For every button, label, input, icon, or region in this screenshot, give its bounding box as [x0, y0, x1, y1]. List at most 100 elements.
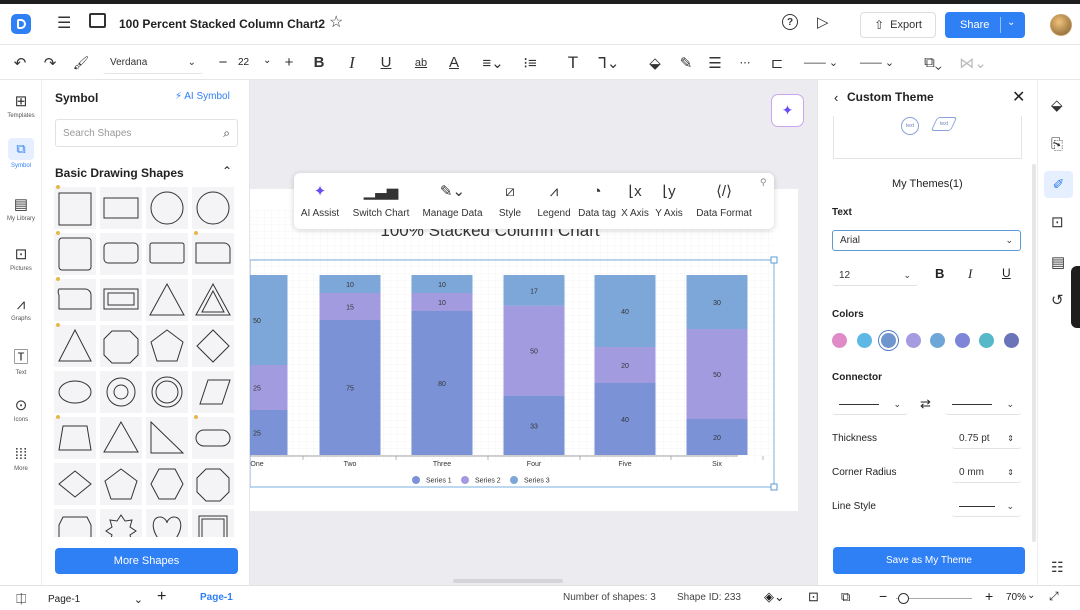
add-page-icon[interactable]: + [157, 588, 167, 605]
data-tag-button[interactable]: ◔ Data tag [578, 183, 616, 219]
save-theme-button[interactable]: Save as My Theme [833, 547, 1025, 574]
color-swatch[interactable] [1003, 333, 1019, 348]
rail-pictures[interactable]: ⊡ Pictures [0, 245, 42, 272]
underline-icon[interactable]: U [1002, 266, 1011, 280]
undo-icon[interactable]: ↶ [13, 54, 27, 72]
color-swatch[interactable] [881, 333, 896, 348]
zoom-out-icon[interactable]: − [879, 588, 888, 604]
style-button[interactable]: ⧄ Style [498, 183, 522, 219]
fill-bucket-icon[interactable]: ⬙ [1051, 97, 1063, 114]
search-icon[interactable]: ⌕ [223, 125, 230, 140]
panel-scrollbar[interactable] [1032, 164, 1036, 542]
manage-data-button[interactable]: ✎⌄ Manage Data [422, 183, 483, 219]
line-color-icon[interactable]: ✎ [679, 54, 693, 72]
share-button[interactable]: Share ⌄ [945, 12, 1025, 38]
connector-start-select[interactable]: ⌄ [832, 395, 908, 415]
chart-bar-segment[interactable] [250, 275, 288, 365]
chart-bar-segment[interactable] [594, 275, 656, 347]
thickness-stepper[interactable]: 0.75 pt ⇕ [952, 429, 1021, 449]
panel-collapse-handle[interactable] [1071, 266, 1080, 328]
app-logo[interactable] [11, 14, 31, 34]
legend-label[interactable]: Series 3 [524, 478, 550, 485]
rail-my-library[interactable]: ▤ My Library [0, 195, 42, 222]
bold-icon[interactable]: B [935, 266, 945, 281]
chart-bar-segment[interactable] [503, 395, 565, 455]
chart-bar-segment[interactable] [411, 293, 473, 311]
chart-bar-segment[interactable] [594, 347, 656, 383]
rail-text[interactable]: 🅃 Text [0, 346, 42, 376]
user-avatar[interactable] [1050, 14, 1072, 36]
canvas[interactable]: ✦ 100% Stacked Column Chart 25 25 50 75 15 10… [250, 80, 817, 585]
collapse-icon[interactable]: ⌃ [222, 164, 233, 178]
align-icon[interactable]: ≡⌄ [482, 54, 504, 72]
menu-icon[interactable]: ☰ [57, 15, 72, 32]
page-panel-icon[interactable]: ⎅ [16, 591, 27, 606]
legend-label[interactable]: Series 2 [475, 478, 501, 485]
my-themes-label[interactable]: My Themes(1) [892, 178, 963, 190]
redo-icon[interactable]: ↷ [43, 54, 57, 72]
connector-tool-icon[interactable]: ⅂⌄ [598, 54, 620, 72]
layers-icon[interactable]: ◈⌄ [764, 589, 785, 604]
selection-handle[interactable] [770, 256, 778, 264]
rail-icons[interactable]: ⊙ Icons [0, 396, 42, 423]
page-tab-active[interactable]: Page-1 [200, 592, 233, 603]
document-title[interactable]: 100 Percent Stacked Column Chart2 [119, 17, 326, 31]
rail-templates[interactable]: ⊞ Templates [0, 92, 42, 119]
swap-icon[interactable]: ⇄ [920, 396, 931, 411]
font-size-value[interactable]: 22 [238, 57, 250, 68]
chevron-down-icon[interactable]: ⌄ [1007, 17, 1016, 28]
chevron-down-icon[interactable]: ⌄ [263, 55, 272, 66]
legend-button[interactable]: ⩘ Legend [537, 183, 571, 219]
rail-symbol[interactable]: ⧉ Symbol [0, 138, 42, 169]
chart-bar-segment[interactable] [250, 365, 288, 410]
theme-font-select[interactable]: Arial ⌄ [832, 230, 1021, 251]
chart-bar-segment[interactable] [594, 383, 656, 455]
color-swatch[interactable] [954, 333, 970, 348]
italic-icon[interactable]: I [349, 52, 355, 72]
increase-size-icon[interactable]: + [284, 54, 294, 71]
chart-bar-segment[interactable] [686, 275, 748, 329]
theme-size-select[interactable]: 12 ⌄ [832, 265, 918, 286]
flip-icon[interactable]: ⋈⌄ [959, 54, 987, 72]
book-icon[interactable]: ⧉ [841, 589, 851, 604]
chevron-down-icon[interactable]: ⌄ [1027, 590, 1036, 601]
ai-assist-floating-button[interactable]: ✦ [771, 94, 804, 127]
color-swatch[interactable] [856, 333, 872, 348]
connector-end-icon[interactable]: ⊏ [770, 54, 784, 72]
zoom-in-icon[interactable]: + [985, 588, 994, 604]
color-swatch[interactable] [930, 333, 945, 348]
pin-icon[interactable]: ⚲ [760, 177, 767, 187]
focus-icon[interactable]: ⊡ [808, 589, 819, 604]
line-start-select[interactable]: —— ⌄ [803, 57, 839, 69]
chart-bar-segment[interactable] [319, 293, 381, 320]
legend-label[interactable]: Series 1 [426, 478, 452, 485]
chart-bar-segment[interactable] [250, 410, 288, 455]
ai-assist-button[interactable]: ✦ AI Assist [300, 183, 340, 219]
theme-icon-active[interactable]: ✐ [1044, 171, 1073, 198]
color-swatch[interactable] [832, 333, 847, 348]
chart-svg[interactable]: 100% Stacked Column Chart 25255075151080… [250, 210, 780, 495]
horizontal-scrollbar[interactable] [453, 579, 563, 583]
fill-icon[interactable]: ⬙ [649, 54, 661, 72]
back-icon[interactable]: ‹ [834, 90, 839, 105]
rail-more[interactable]: ⁞⁞⁞ More [0, 446, 42, 472]
x-axis-button[interactable]: ⌊x X Axis [621, 183, 649, 219]
line-end-select[interactable]: —— ⌄ [859, 57, 895, 69]
selection-handle[interactable] [770, 483, 778, 491]
chart-bar-segment[interactable] [319, 320, 381, 455]
chart-bar-segment[interactable] [319, 275, 381, 293]
line-weight-icon[interactable]: ☰ [708, 54, 722, 72]
fullscreen-icon[interactable]: ⤢ [1049, 589, 1059, 603]
font-color-icon[interactable]: A [448, 54, 459, 71]
italic-icon[interactable]: I [968, 266, 973, 281]
connector-end-select[interactable]: ⌄ [945, 395, 1021, 415]
strikethrough-icon[interactable]: ab [414, 56, 428, 69]
chart-bar-segment[interactable] [411, 311, 473, 455]
corner-radius-stepper[interactable]: 0 mm ⇕ [952, 463, 1021, 483]
text-tool-icon[interactable]: T [567, 52, 579, 72]
color-swatch[interactable] [905, 333, 921, 348]
y-axis-button[interactable]: ⌊y Y Axis [655, 183, 683, 219]
stepper-icon[interactable]: ⇕ [1007, 434, 1014, 443]
line-spacing-icon[interactable]: ⁝≡ [523, 54, 537, 72]
more-shapes-button[interactable]: More Shapes [55, 548, 238, 574]
